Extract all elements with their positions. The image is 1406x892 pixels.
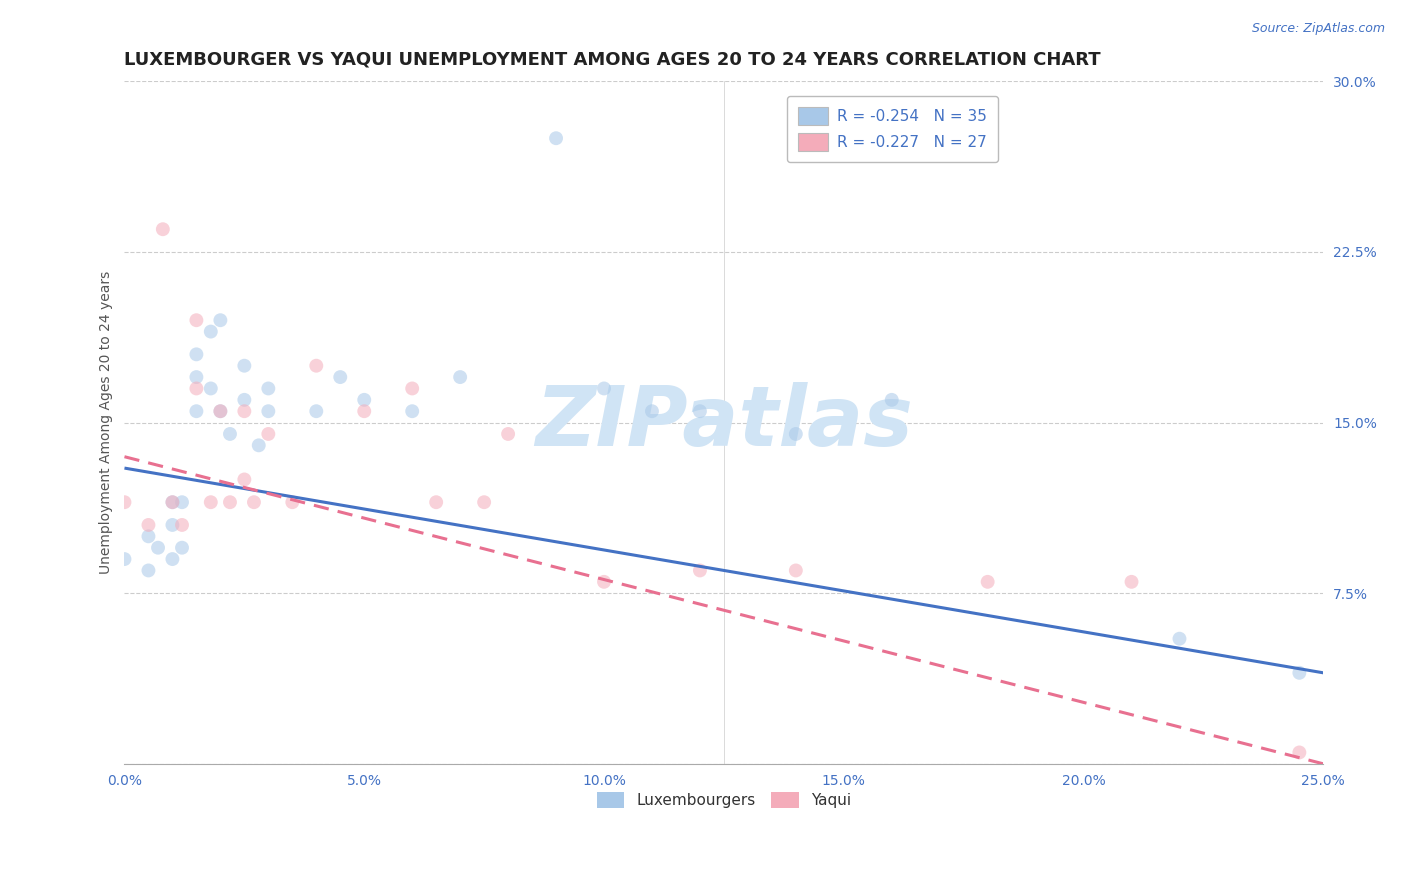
Point (689, 564, 711, 578)
Point (233, 473, 256, 487)
Text: LUXEMBOURGER VS YAQUI UNEMPLOYMENT AMONG AGES 20 TO 24 YEARS CORRELATION CHART: LUXEMBOURGER VS YAQUI UNEMPLOYMENT AMONG… (125, 51, 1101, 69)
Point (641, 404, 664, 418)
Point (209, 313, 232, 327)
Point (1288, 746, 1310, 760)
Point (785, 426, 807, 441)
Y-axis label: Unemployment Among Ages 20 to 24 years: Unemployment Among Ages 20 to 24 years (100, 271, 114, 574)
Point (257, 381, 280, 395)
Point (425, 495, 447, 509)
Point (785, 564, 807, 578)
Point (219, 495, 242, 509)
Point (305, 359, 328, 373)
Point (114, 495, 136, 509)
Point (170, 518, 193, 533)
Point (186, 381, 208, 395)
Point (186, 313, 208, 327)
Point (200, 325, 222, 339)
Point (114, 552, 136, 566)
Point (281, 495, 304, 509)
Point (233, 404, 256, 418)
Point (544, 131, 567, 145)
Point (401, 381, 423, 395)
Point (243, 495, 266, 509)
Point (329, 370, 352, 384)
Point (162, 518, 184, 533)
Point (247, 438, 270, 452)
Point (353, 392, 375, 407)
Point (449, 370, 471, 384)
Point (257, 404, 280, 418)
Point (1168, 632, 1191, 646)
Point (186, 347, 208, 361)
Point (152, 222, 174, 236)
Point (880, 392, 903, 407)
Point (593, 381, 616, 395)
Point (1288, 665, 1310, 680)
Point (138, 564, 160, 578)
Point (496, 426, 519, 441)
Text: ZIPatlas: ZIPatlas (534, 382, 912, 463)
Point (162, 552, 184, 566)
Point (162, 495, 184, 509)
Point (138, 529, 160, 543)
Point (219, 426, 242, 441)
Point (233, 359, 256, 373)
Point (186, 404, 208, 418)
Point (200, 381, 222, 395)
Point (976, 574, 998, 589)
Point (170, 495, 193, 509)
Point (209, 404, 232, 418)
Point (200, 495, 222, 509)
Point (209, 404, 232, 418)
Point (1121, 574, 1143, 589)
Point (689, 404, 711, 418)
Point (257, 426, 280, 441)
Point (186, 370, 208, 384)
Point (170, 541, 193, 555)
Text: Source: ZipAtlas.com: Source: ZipAtlas.com (1251, 22, 1385, 36)
Point (233, 392, 256, 407)
Point (146, 541, 169, 555)
Point (162, 495, 184, 509)
Point (593, 574, 616, 589)
Point (353, 404, 375, 418)
Legend: Luxembourgers, Yaqui: Luxembourgers, Yaqui (591, 786, 858, 814)
Point (472, 495, 495, 509)
Point (305, 404, 328, 418)
Point (401, 404, 423, 418)
Point (138, 518, 160, 533)
